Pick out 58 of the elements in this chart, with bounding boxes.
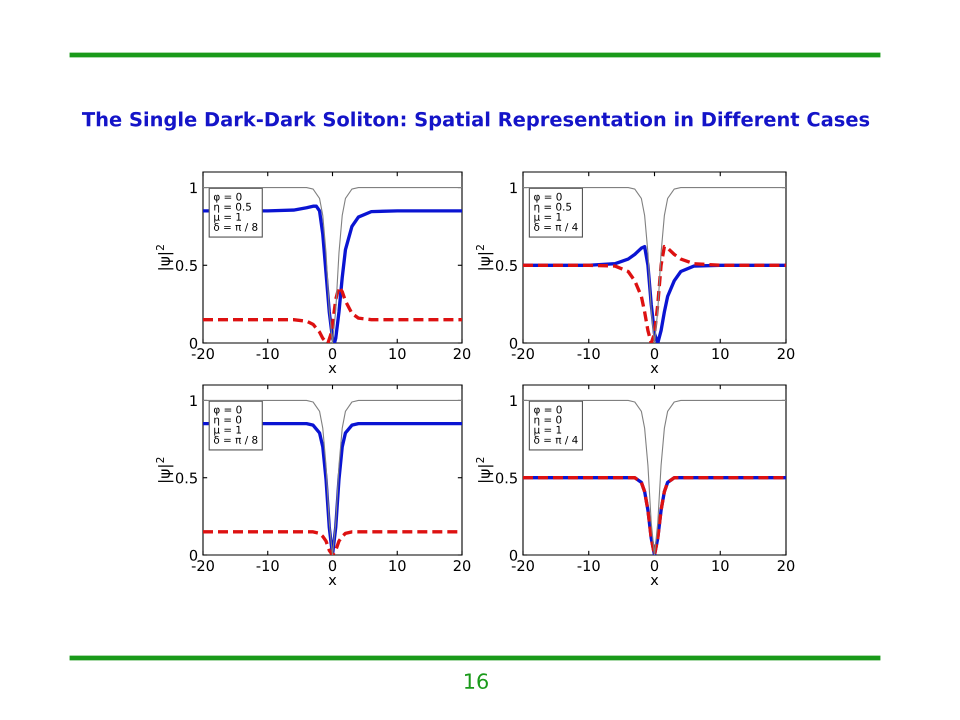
- y-tick-label: 1: [190, 395, 197, 406]
- y-tick-label: 1: [190, 182, 197, 194]
- x-tick-label: -10: [578, 348, 600, 360]
- y-tick-label: 0.5: [496, 260, 517, 272]
- x-tick-label: -10: [578, 560, 600, 572]
- y-tick-label: 0: [510, 338, 518, 349]
- x-tick-label: 0: [328, 348, 336, 360]
- x-tick-label: 10: [390, 348, 406, 360]
- x-axis-title: x: [650, 577, 658, 586]
- chart-title: The Single Dark-Dark Soliton: Spatial Representation in Different Cases: [82, 112, 870, 130]
- annotation: φ = 0: [214, 406, 242, 416]
- x-tick-label: 20: [778, 348, 794, 360]
- text: 16: [465, 673, 488, 690]
- x-tick-label: 0: [650, 348, 658, 360]
- annotation: μ = 1: [214, 426, 242, 436]
- x-axis-title: x: [328, 577, 336, 586]
- x-tick-label: 0: [650, 560, 658, 572]
- annotation: δ = π / 4: [534, 222, 578, 232]
- annotation: δ = π / 8: [214, 222, 258, 232]
- y-tick-label: 0.5: [176, 260, 197, 272]
- annotation: μ = 1: [534, 213, 562, 223]
- x-axis-title: x: [328, 365, 336, 374]
- annotation: φ = 0: [534, 192, 562, 203]
- y-tick-label: 0: [190, 550, 198, 561]
- x-tick-label: 0: [328, 560, 336, 572]
- x-tick-label: -20: [192, 560, 214, 572]
- annotation: η = 0.5: [534, 202, 572, 213]
- y-tick-label: 0: [510, 550, 518, 561]
- x-tick-label: -20: [192, 348, 214, 360]
- x-tick-label: -20: [512, 560, 534, 572]
- annotation: η = 0: [534, 416, 562, 426]
- y-axis-title: |ψ|$^{2}$: [476, 245, 494, 270]
- y-tick-label: 1: [510, 182, 517, 194]
- y-tick-label: 1: [510, 395, 517, 406]
- x-tick-label: 10: [390, 560, 406, 572]
- x-tick-label: -10: [256, 348, 279, 360]
- annotation: φ = 0: [214, 192, 242, 203]
- x-tick-label: -20: [512, 348, 534, 360]
- x-tick-label: 10: [712, 560, 729, 572]
- x-tick-label: 20: [454, 560, 470, 572]
- annotation: η = 0.5: [214, 202, 251, 213]
- y-tick-label: 0: [190, 338, 198, 349]
- x-tick-label: 10: [712, 348, 729, 360]
- annotation: δ = π / 4: [534, 436, 578, 445]
- x-tick-label: 20: [778, 560, 794, 572]
- x-tick-label: 20: [454, 348, 470, 360]
- y-axis-title: |ψ|$^{2}$: [476, 458, 494, 482]
- y-axis-title: |ψ|$^{2}$: [156, 458, 174, 482]
- annotation: η = 0: [214, 416, 242, 426]
- x-axis-title: x: [650, 365, 658, 374]
- annotation: δ = π / 8: [214, 436, 258, 445]
- y-tick-label: 0.5: [496, 472, 517, 484]
- annotation: μ = 1: [534, 426, 562, 436]
- annotation: φ = 0: [534, 406, 562, 416]
- y-tick-label: 0.5: [176, 472, 197, 484]
- y-axis-title: |ψ|$^{2}$: [156, 245, 174, 270]
- x-tick-label: -10: [256, 560, 279, 572]
- annotation: μ = 1: [214, 213, 242, 223]
